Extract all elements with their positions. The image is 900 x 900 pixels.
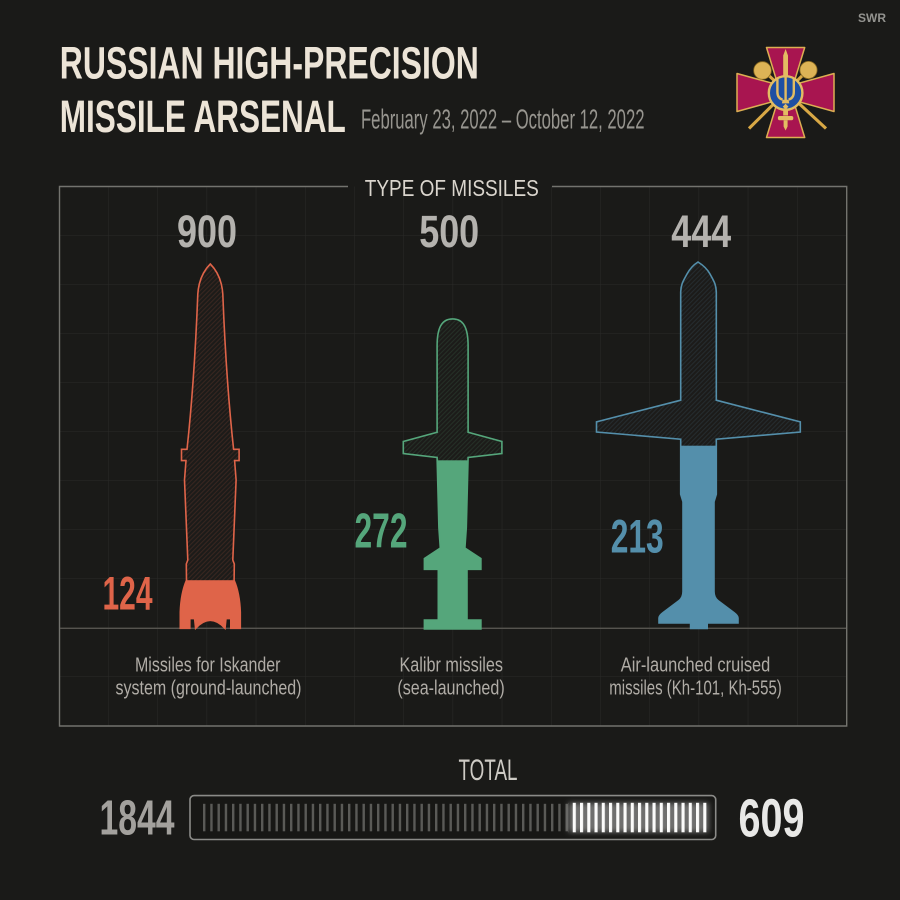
svg-text:MISSILE ARSENAL: MISSILE ARSENAL xyxy=(60,91,346,142)
svg-text:TYPE OF MISSILES: TYPE OF MISSILES xyxy=(365,175,539,201)
svg-text:Kalibr missiles: Kalibr missiles xyxy=(400,655,504,677)
svg-text:Air-launched cruised: Air-launched cruised xyxy=(621,655,771,677)
svg-text:RUSSIAN HIGH-PRECISION: RUSSIAN HIGH-PRECISION xyxy=(60,37,479,88)
svg-text:TOTAL: TOTAL xyxy=(459,754,518,787)
svg-text:900: 900 xyxy=(177,206,237,257)
svg-text:SWR: SWR xyxy=(858,13,887,25)
svg-text:500: 500 xyxy=(419,206,479,257)
svg-text:Missiles for Iskander: Missiles for Iskander xyxy=(135,655,281,677)
svg-text:missiles (Kh-101, Kh-555): missiles (Kh-101, Kh-555) xyxy=(609,678,782,700)
svg-text:124: 124 xyxy=(103,568,153,621)
svg-text:609: 609 xyxy=(739,788,805,848)
svg-text:1844: 1844 xyxy=(100,791,175,845)
svg-text:February 23, 2022 – October 12: February 23, 2022 – October 12, 2022 xyxy=(361,104,645,135)
svg-text:213: 213 xyxy=(611,511,664,564)
svg-text:(sea-launched): (sea-launched) xyxy=(397,678,504,700)
svg-text:272: 272 xyxy=(355,505,408,559)
svg-text:system (ground-launched): system (ground-launched) xyxy=(116,678,302,700)
svg-text:444: 444 xyxy=(671,206,732,257)
